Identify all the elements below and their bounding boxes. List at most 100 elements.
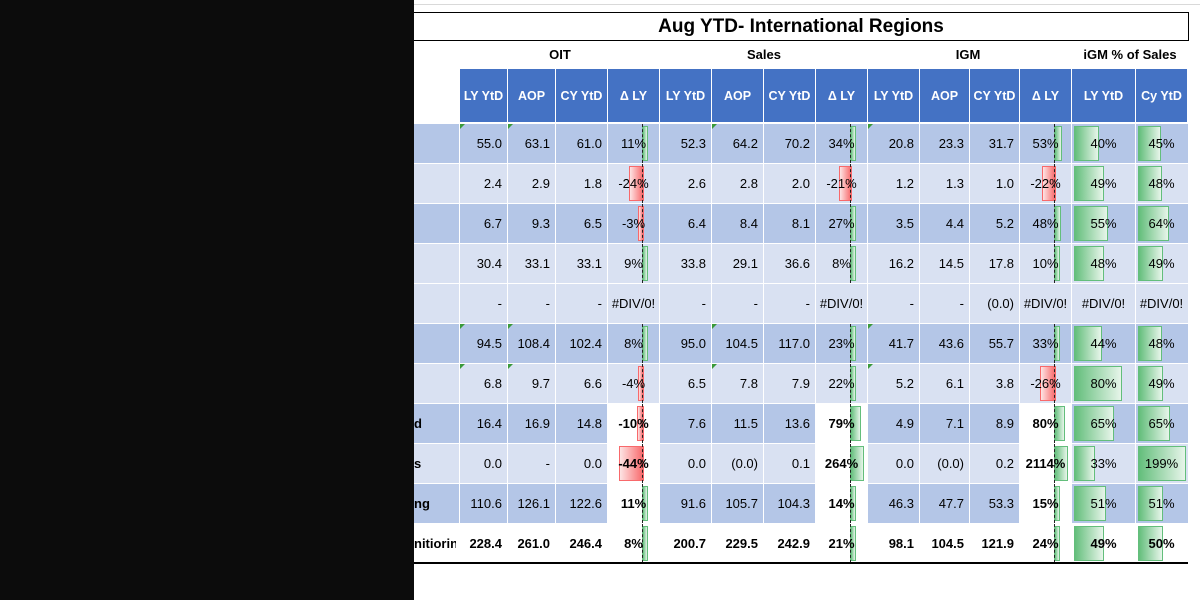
value-cell[interactable]: 246.4 (569, 536, 602, 551)
delta-cell[interactable]: 8% (816, 244, 867, 283)
value-cell[interactable]: 3.5 (895, 216, 914, 231)
value-cell[interactable]: 13.6 (784, 416, 810, 431)
value-cell[interactable]: 6.6 (583, 376, 602, 391)
value-cell[interactable]: 6.7 (483, 216, 502, 231)
value-cell[interactable]: 41.7 (888, 336, 914, 351)
delta-cell[interactable]: 11% (608, 484, 659, 523)
pct-cell[interactable]: 49% (1136, 364, 1187, 403)
value-cell[interactable]: 70.2 (784, 136, 810, 151)
delta-cell[interactable]: -26% (1020, 364, 1071, 403)
delta-cell[interactable]: -44% (608, 444, 659, 483)
delta-cell[interactable]: #DIV/0! (816, 284, 867, 323)
value-cell[interactable]: 20.8 (888, 136, 914, 151)
value-cell[interactable]: 14.5 (938, 256, 964, 271)
value-cell[interactable]: - (805, 296, 810, 311)
value-cell[interactable]: 5.2 (995, 216, 1014, 231)
value-cell[interactable]: - (959, 296, 964, 311)
value-cell[interactable]: 0.2 (995, 456, 1014, 471)
value-cell[interactable]: 6.5 (687, 376, 706, 391)
delta-cell[interactable]: #DIV/0! (1020, 284, 1071, 323)
value-cell[interactable]: 8.1 (791, 216, 810, 231)
value-cell[interactable]: 31.7 (988, 136, 1014, 151)
value-cell[interactable]: 105.7 (725, 496, 758, 511)
value-cell[interactable]: 104.3 (777, 496, 810, 511)
delta-cell[interactable]: 9% (608, 244, 659, 283)
value-cell[interactable]: 2.0 (791, 176, 810, 191)
value-cell[interactable]: 6.8 (483, 376, 502, 391)
delta-cell[interactable]: 48% (1020, 204, 1071, 243)
pct-cell[interactable]: 40% (1072, 124, 1135, 163)
delta-cell[interactable]: 264% (816, 444, 867, 483)
value-cell[interactable]: 102.4 (569, 336, 602, 351)
value-cell[interactable]: 33.1 (576, 256, 602, 271)
pct-cell[interactable]: 65% (1136, 404, 1187, 443)
value-cell[interactable]: - (753, 296, 758, 311)
delta-cell[interactable]: -3% (608, 204, 659, 243)
delta-cell[interactable]: 80% (1020, 404, 1071, 443)
value-cell[interactable]: - (545, 296, 550, 311)
pct-cell[interactable]: 33% (1072, 444, 1135, 483)
delta-cell[interactable]: -24% (608, 164, 659, 203)
value-cell[interactable]: 46.3 (888, 496, 914, 511)
value-cell[interactable]: 33.1 (524, 256, 550, 271)
value-cell[interactable]: 6.5 (583, 216, 602, 231)
value-cell[interactable]: 61.0 (576, 136, 602, 151)
pct-cell[interactable]: 64% (1136, 204, 1187, 243)
delta-cell[interactable]: 79% (816, 404, 867, 443)
value-cell[interactable]: 6.1 (945, 376, 964, 391)
value-cell[interactable]: 1.0 (995, 176, 1014, 191)
pct-cell[interactable]: 55% (1072, 204, 1135, 243)
pct-cell[interactable]: 49% (1072, 164, 1135, 203)
value-cell[interactable]: 108.4 (517, 336, 550, 351)
value-cell[interactable]: 30.4 (476, 256, 502, 271)
value-cell[interactable]: 242.9 (777, 536, 810, 551)
value-cell[interactable]: 9.7 (531, 376, 550, 391)
value-cell[interactable]: 7.1 (945, 416, 964, 431)
value-cell[interactable]: (0.0) (937, 456, 964, 471)
value-cell[interactable]: 6.4 (687, 216, 706, 231)
value-cell[interactable]: 104.5 (725, 336, 758, 351)
value-cell[interactable]: 63.1 (524, 136, 550, 151)
pct-cell[interactable]: #DIV/0! (1072, 284, 1135, 323)
value-cell[interactable]: - (497, 296, 502, 311)
value-cell[interactable]: 121.9 (981, 536, 1014, 551)
pct-cell[interactable]: 80% (1072, 364, 1135, 403)
value-cell[interactable]: - (545, 456, 550, 471)
value-cell[interactable]: 52.3 (680, 136, 706, 151)
pct-cell[interactable]: 48% (1072, 244, 1135, 283)
delta-cell[interactable]: 2114% (1020, 444, 1071, 483)
delta-cell[interactable]: 21% (816, 524, 867, 563)
value-cell[interactable]: 4.4 (945, 216, 964, 231)
value-cell[interactable]: 5.2 (895, 376, 914, 391)
value-cell[interactable]: 2.6 (687, 176, 706, 191)
value-cell[interactable]: 2.8 (739, 176, 758, 191)
value-cell[interactable]: 126.1 (517, 496, 550, 511)
value-cell[interactable]: 91.6 (680, 496, 706, 511)
delta-cell[interactable]: 8% (608, 324, 659, 363)
value-cell[interactable]: 29.1 (732, 256, 758, 271)
delta-cell[interactable]: 15% (1020, 484, 1071, 523)
value-cell[interactable]: 17.8 (988, 256, 1014, 271)
delta-cell[interactable]: -4% (608, 364, 659, 403)
value-cell[interactable]: 110.6 (470, 496, 502, 511)
value-cell[interactable]: 16.2 (888, 256, 914, 271)
value-cell[interactable]: 64.2 (732, 136, 758, 151)
delta-cell[interactable]: 34% (816, 124, 867, 163)
value-cell[interactable]: 33.8 (680, 256, 706, 271)
value-cell[interactable]: 3.8 (995, 376, 1014, 391)
value-cell[interactable]: 122.6 (569, 496, 602, 511)
value-cell[interactable]: - (909, 296, 914, 311)
value-cell[interactable]: (0.0) (731, 456, 758, 471)
pct-cell[interactable]: 45% (1136, 124, 1187, 163)
pct-cell[interactable]: 48% (1136, 164, 1187, 203)
value-cell[interactable]: 0.1 (791, 456, 810, 471)
value-cell[interactable]: 53.3 (988, 496, 1014, 511)
pct-cell[interactable]: 51% (1072, 484, 1135, 523)
value-cell[interactable]: 200.7 (673, 536, 706, 551)
delta-cell[interactable]: 10% (1020, 244, 1071, 283)
value-cell[interactable]: 94.5 (476, 336, 502, 351)
pct-cell[interactable]: #DIV/0! (1136, 284, 1187, 323)
value-cell[interactable]: 104.5 (931, 536, 964, 551)
value-cell[interactable]: 1.3 (945, 176, 964, 191)
value-cell[interactable]: 16.9 (524, 416, 550, 431)
